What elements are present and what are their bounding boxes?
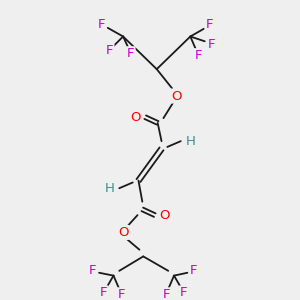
Text: F: F xyxy=(127,47,134,60)
Text: H: H xyxy=(105,182,115,195)
Text: F: F xyxy=(100,286,108,299)
Text: F: F xyxy=(163,288,170,300)
Text: F: F xyxy=(194,49,202,62)
Text: F: F xyxy=(180,286,188,299)
Text: O: O xyxy=(172,89,182,103)
Text: F: F xyxy=(206,19,213,32)
Text: O: O xyxy=(118,226,128,239)
Text: F: F xyxy=(208,38,215,51)
Text: H: H xyxy=(185,135,195,148)
Text: F: F xyxy=(88,264,96,277)
Text: O: O xyxy=(130,111,141,124)
Text: F: F xyxy=(117,288,125,300)
Text: F: F xyxy=(190,264,197,277)
Text: F: F xyxy=(106,44,113,57)
Text: F: F xyxy=(98,19,106,32)
Text: O: O xyxy=(159,208,170,222)
